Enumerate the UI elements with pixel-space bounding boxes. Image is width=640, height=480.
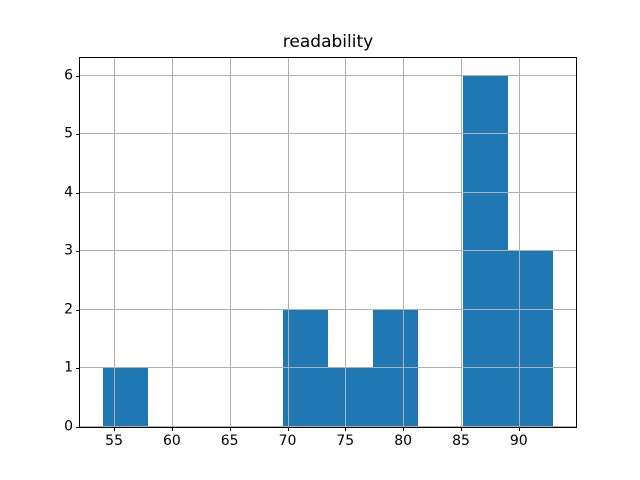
- y-gridline: [80, 308, 576, 310]
- y-tick-mark: [76, 192, 80, 194]
- y-gridline: [80, 426, 576, 427]
- y-tick-label: 1: [64, 359, 73, 376]
- histogram-bar: [508, 251, 554, 427]
- y-tick-label: 3: [64, 242, 73, 259]
- y-tick-label: 4: [64, 184, 73, 201]
- histogram-bar: [282, 309, 328, 427]
- histogram-bar: [102, 368, 148, 427]
- y-tick-label: 0: [64, 418, 73, 435]
- x-tick-mark: [114, 427, 116, 431]
- x-tick-mark: [461, 427, 462, 431]
- x-tick-label: 55: [105, 433, 124, 449]
- y-tick-label: 2: [64, 301, 73, 318]
- x-gridline: [114, 58, 116, 427]
- x-gridline: [287, 58, 289, 427]
- y-tick-mark: [76, 309, 80, 311]
- y-gridline: [80, 74, 576, 76]
- x-tick-mark: [171, 427, 173, 431]
- y-gridline: [80, 250, 576, 252]
- y-gridline: [80, 191, 576, 193]
- x-tick-label: 90: [509, 433, 528, 449]
- plot-area: [79, 57, 577, 428]
- y-tick-mark: [76, 75, 80, 77]
- x-tick-label: 65: [220, 433, 239, 449]
- x-tick-mark: [403, 427, 405, 431]
- y-tick-mark: [76, 251, 80, 253]
- grid-layer: [80, 58, 576, 427]
- y-gridline: [80, 367, 576, 369]
- histogram-bar: [373, 309, 419, 427]
- x-tick-label: 80: [394, 433, 413, 449]
- y-gridline: [80, 133, 576, 135]
- axes-spines: [79, 57, 577, 428]
- chart-title: readability: [282, 32, 374, 52]
- x-tick-label: 70: [278, 433, 297, 449]
- x-gridline: [518, 58, 520, 427]
- x-tick-mark: [345, 427, 347, 431]
- x-tick-mark: [518, 427, 520, 431]
- x-gridline: [345, 58, 347, 427]
- y-tick-label: 6: [64, 67, 73, 84]
- x-tick-mark: [287, 427, 289, 431]
- x-gridline: [171, 58, 173, 427]
- x-tick-label: 75: [336, 433, 355, 449]
- x-gridline: [461, 58, 462, 427]
- histogram-bar: [328, 368, 374, 427]
- x-tick-label: 60: [162, 433, 181, 449]
- y-tick-mark: [76, 427, 80, 428]
- y-tick-mark: [76, 368, 80, 370]
- x-tick-label: 85: [452, 433, 470, 449]
- y-tick-mark: [76, 134, 80, 136]
- x-gridline: [403, 58, 405, 427]
- y-tick-label: 5: [64, 125, 73, 142]
- x-tick-mark: [229, 427, 231, 431]
- x-gridline: [229, 58, 231, 427]
